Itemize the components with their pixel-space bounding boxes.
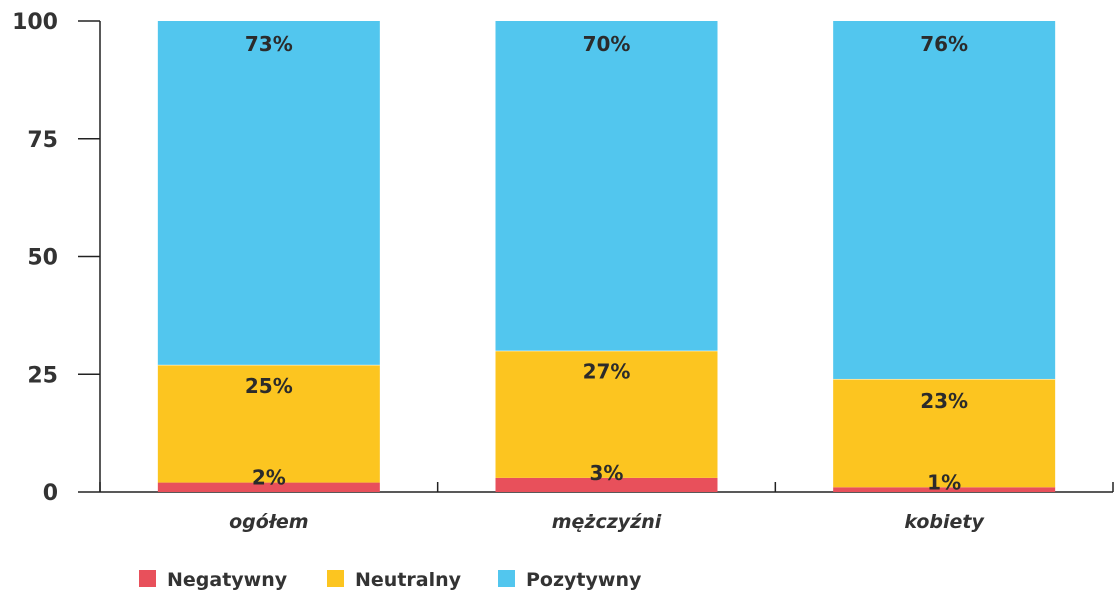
bar-segment-pozytywny bbox=[495, 21, 718, 351]
y-tick-label: 25 bbox=[27, 363, 58, 388]
bar-segment-neutralny bbox=[495, 350, 718, 478]
y-tick-label: 100 bbox=[12, 10, 58, 35]
data-label: 76% bbox=[920, 32, 968, 56]
bars bbox=[157, 21, 1056, 492]
data-label: 23% bbox=[920, 389, 968, 413]
x-category-label: kobiety bbox=[904, 511, 985, 533]
y-tick-label: 50 bbox=[27, 246, 58, 271]
data-label: 27% bbox=[583, 360, 631, 384]
data-label: 25% bbox=[245, 374, 293, 398]
data-labels: 2% 25% 73% 3% 27% 70% 1% 23% 76% bbox=[245, 32, 968, 494]
legend-label: Negatywny bbox=[167, 569, 288, 591]
data-label: 70% bbox=[583, 32, 631, 56]
legend-label: Pozytywny bbox=[526, 569, 642, 591]
bar-segment-pozytywny bbox=[833, 21, 1056, 379]
legend-swatch bbox=[139, 570, 156, 587]
legend-swatch bbox=[498, 570, 515, 587]
data-label: 3% bbox=[590, 461, 624, 485]
legend-label: Neutralny bbox=[355, 569, 462, 591]
legend: Negatywny Neutralny Pozytywny bbox=[139, 569, 642, 591]
legend-item-neutralny: Neutralny bbox=[327, 569, 462, 591]
bar-segment-pozytywny bbox=[157, 21, 380, 365]
x-category-label: ogółem bbox=[229, 511, 309, 533]
bar-segment-neutralny bbox=[833, 378, 1056, 488]
data-label: 73% bbox=[245, 32, 293, 56]
y-tick-label: 0 bbox=[43, 481, 58, 506]
legend-item-negatywny: Negatywny bbox=[139, 569, 288, 591]
bar-segment-neutralny bbox=[157, 364, 380, 483]
x-category-label: mężczyźni bbox=[552, 511, 662, 533]
bar-segment-negatywny bbox=[157, 482, 380, 492]
legend-item-pozytywny: Pozytywny bbox=[498, 569, 642, 591]
bar-segment-negatywny bbox=[495, 477, 718, 492]
data-label: 2% bbox=[252, 466, 286, 490]
legend-swatch bbox=[327, 570, 344, 587]
bar-segment-negatywny bbox=[833, 487, 1056, 492]
y-tick-label: 75 bbox=[27, 128, 58, 153]
data-label: 1% bbox=[927, 470, 961, 494]
